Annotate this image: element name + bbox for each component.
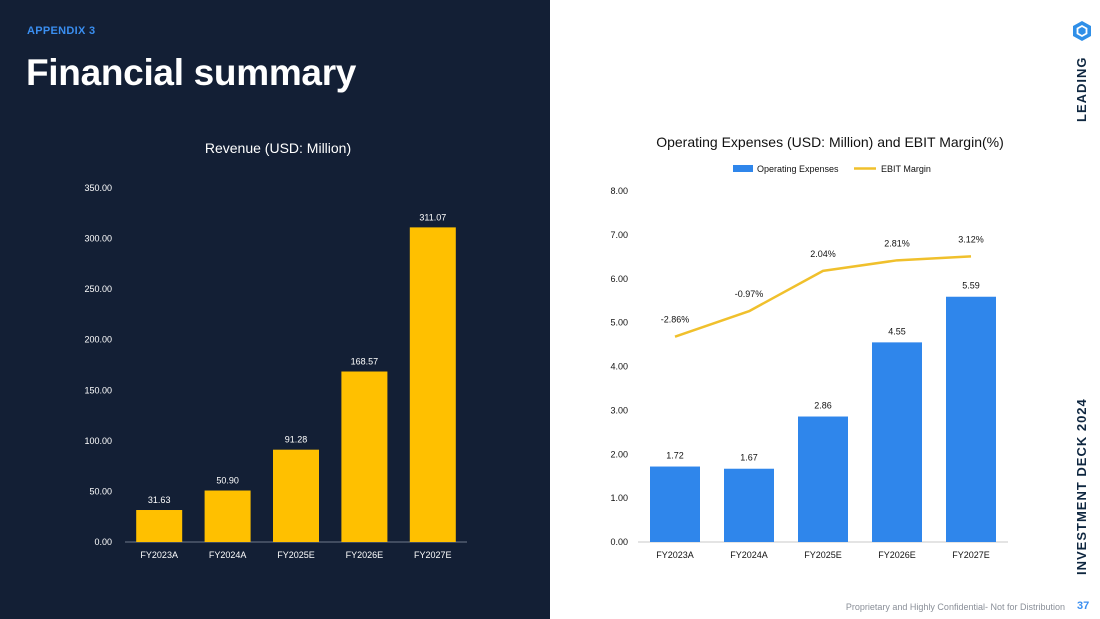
revenue-bar [273, 449, 319, 542]
revenue-y-tick-label: 0.00 [94, 537, 112, 547]
revenue-y-tick-label: 300.00 [84, 234, 112, 244]
revenue-value-label: 50.90 [216, 476, 239, 486]
revenue-x-tick-label: FY2026E [346, 550, 384, 560]
opex-y-tick-label: 0.00 [610, 537, 628, 547]
page-title: Financial summary [26, 52, 357, 93]
ebit-margin-value-label: -2.86% [661, 315, 690, 325]
opex-y-tick-label: 3.00 [610, 405, 628, 415]
legend-swatch-operating-expenses [733, 165, 753, 172]
opex-y-tick-label: 1.00 [610, 493, 628, 503]
opex-y-tick-label: 5.00 [610, 318, 628, 328]
opex-y-tick-label: 4.00 [610, 362, 628, 372]
opex-x-tick-label: FY2027E [952, 550, 990, 560]
opex-value-label: 1.72 [666, 451, 684, 461]
confidentiality-note: Proprietary and Highly Confidential- Not… [845, 602, 1065, 612]
revenue-y-tick-label: 150.00 [84, 385, 112, 395]
side-label-deck: INVESTMENT DECK 2024 [1074, 398, 1089, 575]
ebit-margin-value-label: 3.12% [958, 234, 984, 244]
ebit-margin-line [674, 255, 972, 338]
opex-value-label: 5.59 [962, 281, 980, 291]
revenue-chart-title: Revenue (USD: Million) [205, 140, 351, 156]
opex-value-label: 2.86 [814, 401, 832, 411]
revenue-x-tick-label: FY2027E [414, 550, 452, 560]
hexagon-logo-icon [1073, 21, 1091, 41]
ebit-margin-value-label: 2.81% [884, 238, 910, 248]
revenue-y-tick-label: 100.00 [84, 436, 112, 446]
opex-x-tick-label: FY2025E [804, 550, 842, 560]
revenue-value-label: 311.07 [419, 212, 446, 222]
revenue-bar [409, 227, 456, 542]
opex-bar [946, 296, 996, 542]
ebit-margin-value-label: -0.97% [735, 289, 764, 299]
opex-bar [650, 466, 700, 542]
revenue-bar [136, 510, 183, 542]
legend-label-ebit-margin: EBIT Margin [881, 164, 931, 174]
opex-y-tick-label: 7.00 [610, 230, 628, 240]
opex-value-label: 4.55 [888, 326, 906, 336]
opex-bar [798, 416, 848, 542]
opex-x-tick-label: FY2024A [730, 550, 768, 560]
opex-y-tick-label: 8.00 [610, 186, 628, 196]
side-label-leading: LEADING [1074, 56, 1089, 123]
appendix-label: APPENDIX 3 [27, 25, 96, 37]
opex-x-tick-label: FY2023A [656, 550, 694, 560]
revenue-y-tick-label: 350.00 [84, 183, 112, 193]
revenue-chart: Revenue (USD: Million) 0.00 50.00 100.00 150… [84, 140, 467, 560]
revenue-y-tick-label: 250.00 [84, 284, 112, 294]
opex-ebit-chart: Operating Expenses (USD: Million) and EB… [610, 134, 1008, 560]
opex-y-tick-label: 2.00 [610, 449, 628, 459]
revenue-value-label: 168.57 [351, 357, 379, 367]
opex-bar [724, 468, 774, 542]
revenue-value-label: 91.28 [285, 435, 308, 445]
revenue-bar [204, 490, 251, 542]
revenue-bar [341, 371, 388, 542]
revenue-y-tick-label: 50.00 [89, 486, 112, 496]
revenue-x-tick-label: FY2023A [140, 550, 178, 560]
revenue-x-tick-label: FY2024A [209, 550, 247, 560]
opex-y-tick-label: 6.00 [610, 274, 628, 284]
opex-value-label: 1.67 [740, 453, 758, 463]
legend-label-operating-expenses: Operating Expenses [757, 164, 839, 174]
revenue-value-label: 31.63 [148, 495, 171, 505]
revenue-x-tick-label: FY2025E [277, 550, 315, 560]
opex-chart-title: Operating Expenses (USD: Million) and EB… [656, 134, 1004, 150]
ebit-margin-value-label: 2.04% [810, 249, 836, 259]
opex-x-tick-label: FY2026E [878, 550, 916, 560]
opex-bar [872, 342, 922, 542]
revenue-y-tick-label: 200.00 [84, 335, 112, 345]
page-number: 37 [1077, 600, 1090, 612]
